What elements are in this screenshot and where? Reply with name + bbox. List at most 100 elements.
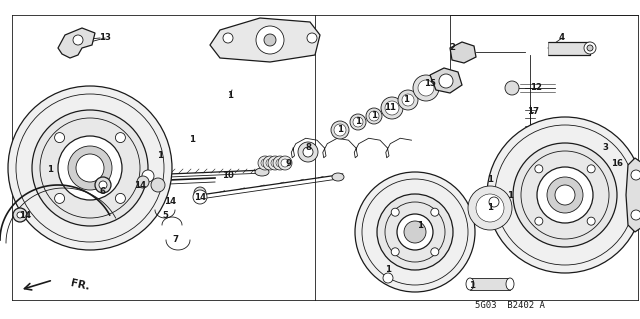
Circle shape bbox=[142, 170, 154, 182]
Ellipse shape bbox=[332, 173, 344, 181]
Circle shape bbox=[331, 121, 349, 139]
Circle shape bbox=[115, 133, 125, 143]
Circle shape bbox=[115, 193, 125, 204]
Polygon shape bbox=[470, 278, 510, 290]
Circle shape bbox=[76, 154, 104, 182]
Text: 1: 1 bbox=[47, 166, 53, 174]
Polygon shape bbox=[430, 68, 462, 93]
Text: 10: 10 bbox=[222, 170, 234, 180]
Text: FR.: FR. bbox=[70, 278, 91, 292]
Circle shape bbox=[555, 185, 575, 205]
Circle shape bbox=[476, 194, 504, 222]
Circle shape bbox=[258, 156, 272, 170]
Circle shape bbox=[263, 156, 277, 170]
Polygon shape bbox=[548, 42, 590, 55]
Circle shape bbox=[385, 101, 399, 115]
Circle shape bbox=[369, 111, 379, 121]
Text: 1: 1 bbox=[371, 112, 377, 121]
Circle shape bbox=[151, 178, 165, 192]
Text: 14: 14 bbox=[194, 194, 206, 203]
Circle shape bbox=[95, 177, 111, 193]
Text: 1: 1 bbox=[469, 280, 475, 290]
Circle shape bbox=[68, 146, 112, 190]
Circle shape bbox=[547, 177, 583, 213]
Text: 1: 1 bbox=[487, 175, 493, 184]
Circle shape bbox=[264, 34, 276, 46]
Text: 1: 1 bbox=[417, 220, 423, 229]
Circle shape bbox=[58, 136, 122, 200]
Circle shape bbox=[278, 156, 292, 170]
Ellipse shape bbox=[506, 278, 514, 290]
Circle shape bbox=[350, 114, 366, 130]
Text: 16: 16 bbox=[611, 159, 623, 167]
Text: 4: 4 bbox=[559, 33, 565, 42]
Circle shape bbox=[587, 45, 593, 51]
Circle shape bbox=[587, 165, 595, 173]
Circle shape bbox=[383, 273, 393, 283]
Circle shape bbox=[391, 208, 399, 216]
Text: 15: 15 bbox=[424, 78, 436, 87]
Circle shape bbox=[398, 90, 418, 110]
Circle shape bbox=[631, 170, 640, 180]
Circle shape bbox=[194, 187, 206, 199]
Circle shape bbox=[8, 86, 172, 250]
Circle shape bbox=[137, 176, 149, 188]
Circle shape bbox=[537, 167, 593, 223]
Circle shape bbox=[439, 74, 453, 88]
Text: 1: 1 bbox=[487, 204, 493, 212]
Circle shape bbox=[489, 197, 499, 207]
Circle shape bbox=[468, 186, 512, 230]
Text: 5G03  B2402 A: 5G03 B2402 A bbox=[475, 300, 545, 309]
Text: 13: 13 bbox=[99, 33, 111, 42]
Polygon shape bbox=[626, 158, 640, 232]
Circle shape bbox=[431, 208, 439, 216]
Text: 9: 9 bbox=[285, 159, 291, 167]
Text: 11: 11 bbox=[384, 102, 396, 112]
Circle shape bbox=[261, 159, 269, 167]
Circle shape bbox=[535, 217, 543, 225]
Text: 7: 7 bbox=[172, 235, 178, 244]
Circle shape bbox=[587, 217, 595, 225]
Text: 3: 3 bbox=[602, 144, 608, 152]
Text: 1: 1 bbox=[227, 91, 233, 100]
Text: 1: 1 bbox=[385, 265, 391, 275]
Circle shape bbox=[276, 159, 284, 167]
Circle shape bbox=[13, 208, 27, 222]
Circle shape bbox=[268, 156, 282, 170]
Circle shape bbox=[402, 94, 414, 106]
Circle shape bbox=[535, 165, 543, 173]
Circle shape bbox=[505, 81, 519, 95]
Circle shape bbox=[17, 212, 23, 218]
Circle shape bbox=[413, 75, 439, 101]
Circle shape bbox=[271, 159, 279, 167]
Circle shape bbox=[193, 190, 207, 204]
Circle shape bbox=[418, 80, 434, 96]
Text: 14: 14 bbox=[164, 197, 176, 206]
Text: 2: 2 bbox=[449, 43, 455, 53]
Circle shape bbox=[404, 221, 426, 243]
Circle shape bbox=[397, 214, 433, 250]
Circle shape bbox=[355, 172, 475, 292]
Circle shape bbox=[54, 133, 65, 143]
Text: 12: 12 bbox=[530, 84, 542, 93]
Text: 14: 14 bbox=[19, 211, 31, 219]
Circle shape bbox=[281, 159, 289, 167]
Text: 1: 1 bbox=[507, 190, 513, 199]
Text: 5: 5 bbox=[162, 211, 168, 219]
Polygon shape bbox=[450, 42, 476, 63]
Text: 14: 14 bbox=[134, 181, 146, 189]
Text: 1: 1 bbox=[157, 151, 163, 160]
Circle shape bbox=[431, 248, 439, 256]
Text: 1: 1 bbox=[337, 125, 343, 135]
Circle shape bbox=[391, 248, 399, 256]
Circle shape bbox=[303, 147, 313, 157]
Ellipse shape bbox=[466, 278, 474, 290]
Circle shape bbox=[223, 33, 233, 43]
Circle shape bbox=[73, 35, 83, 45]
Circle shape bbox=[487, 117, 640, 273]
Text: 8: 8 bbox=[305, 144, 311, 152]
Text: 1: 1 bbox=[189, 136, 195, 145]
Circle shape bbox=[513, 143, 617, 247]
Circle shape bbox=[631, 210, 640, 220]
Circle shape bbox=[353, 117, 363, 127]
